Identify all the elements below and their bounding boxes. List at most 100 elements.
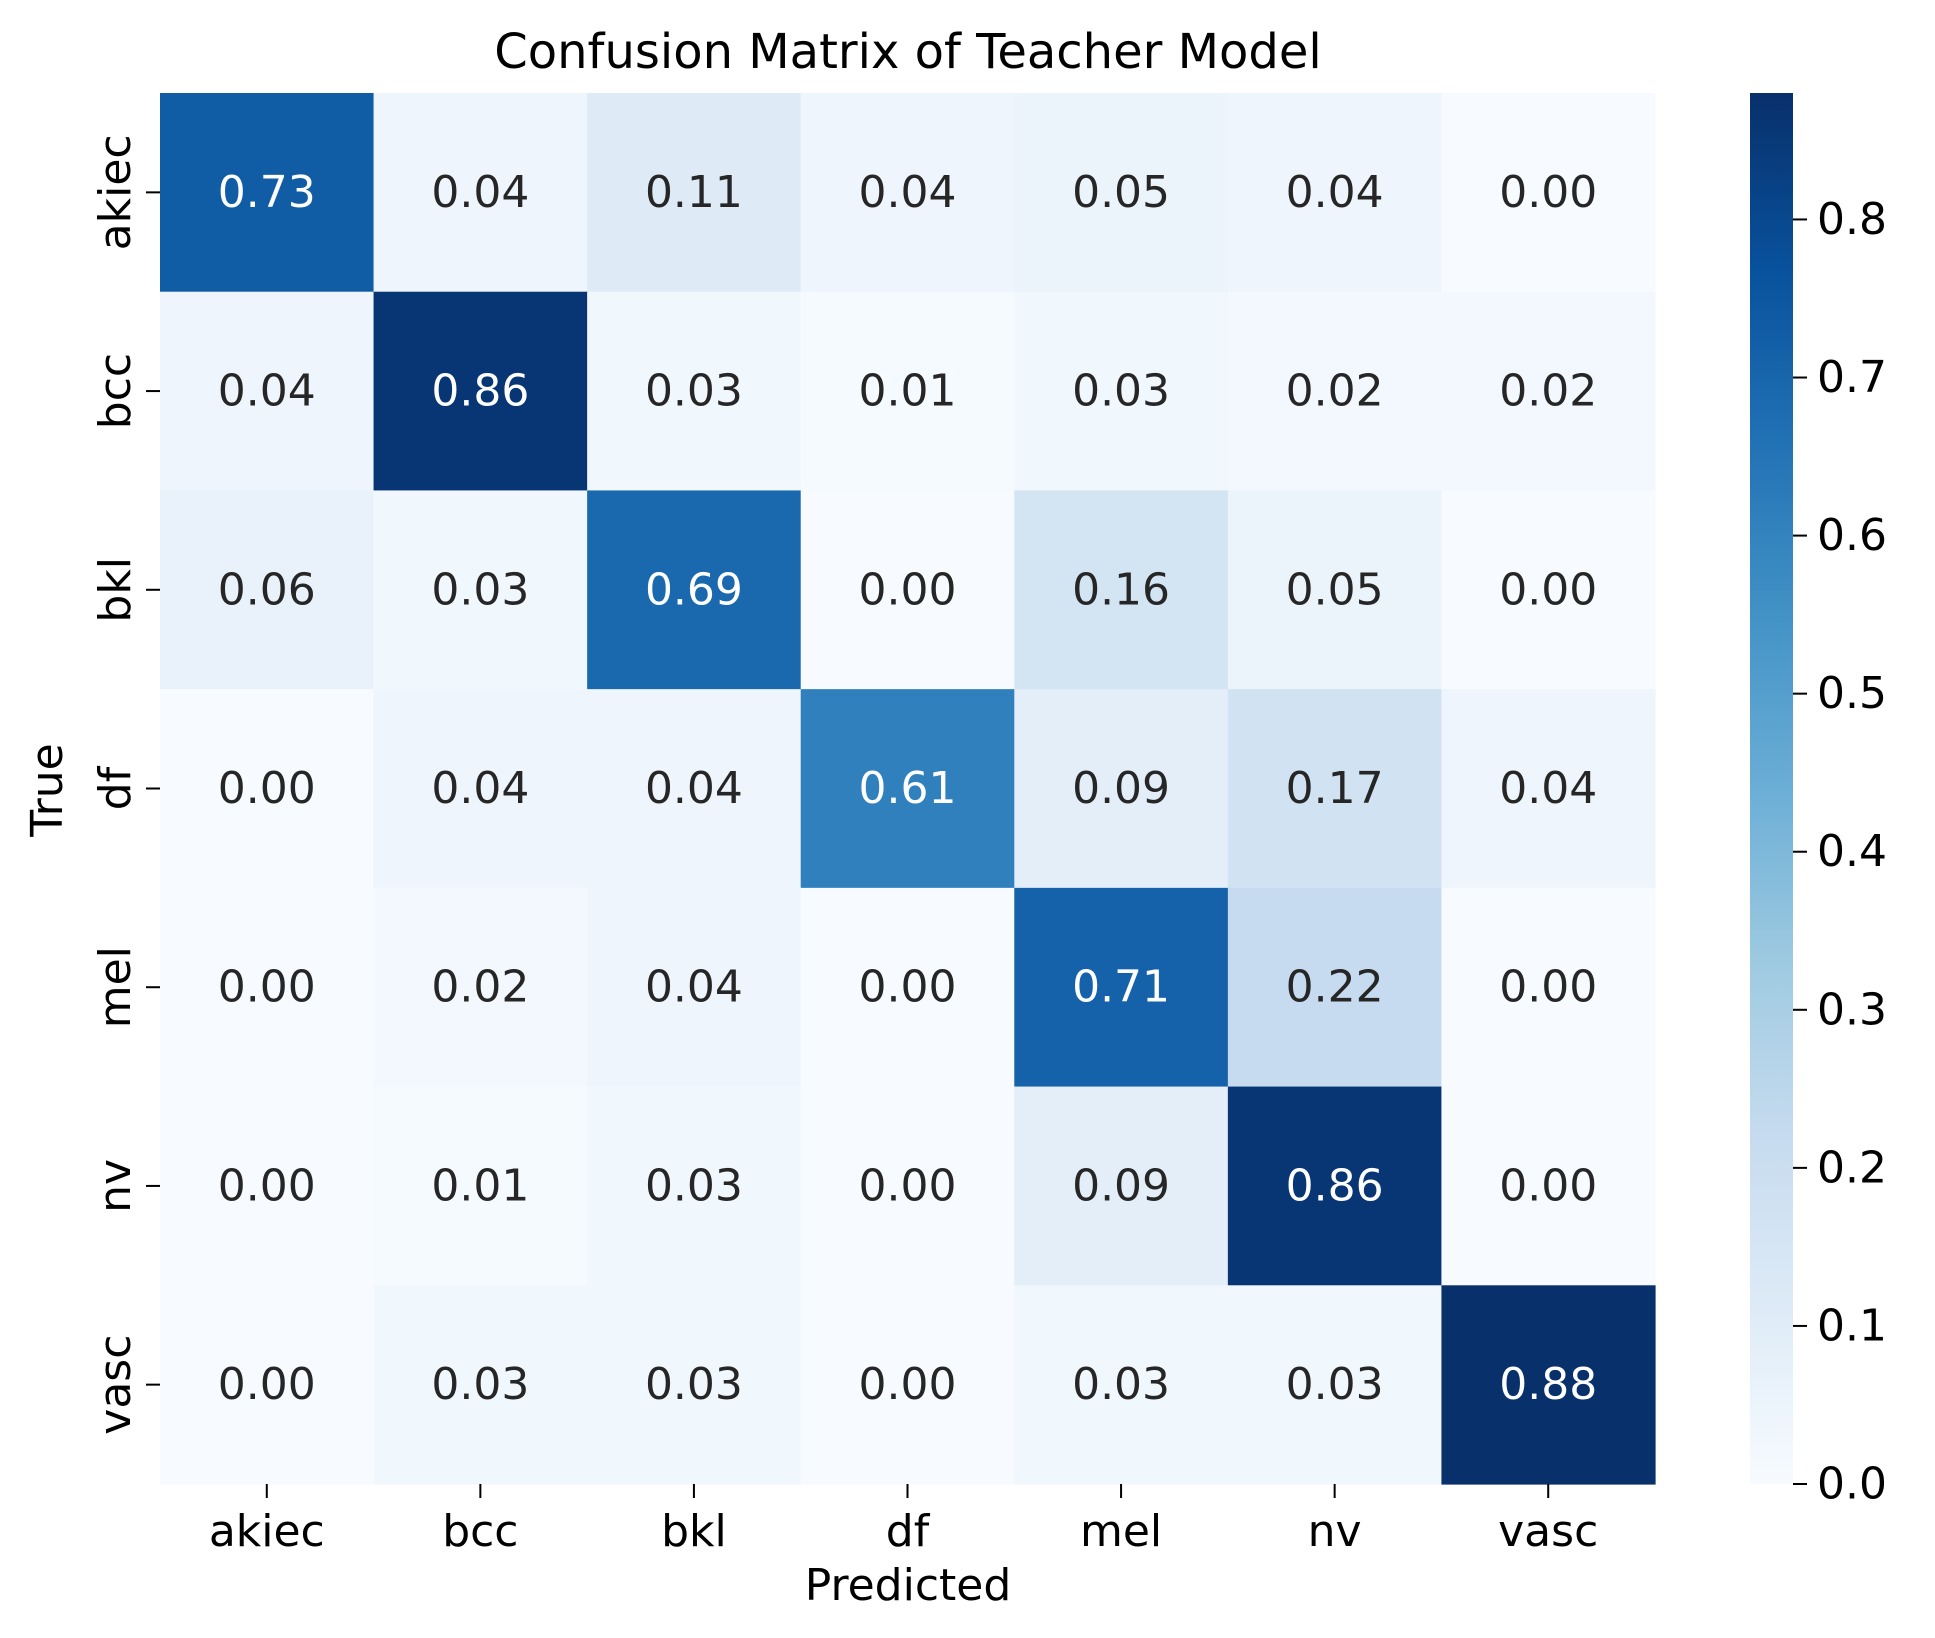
cell-value-label: 0.04 [1286,167,1384,218]
heatmap-cell [373,689,588,889]
y-tick-label: vasc [90,1335,141,1435]
cell-value-label: 0.00 [1499,1160,1597,1211]
cell-value-label: 0.03 [431,1359,529,1410]
heatmap-cell [587,291,802,492]
heatmap-cell [800,1086,1015,1286]
cell-value-label: 0.04 [645,763,743,814]
heatmap-cell [373,1285,588,1485]
heatmap-cell [587,490,802,690]
heatmap-cell [373,93,588,293]
cell-value-label: 0.16 [1072,564,1170,615]
heatmap-grid: 0.73 0.04 0.11 0.04 0.05 0.04 0.00 0.04 0.86 0.03… [160,93,1656,1485]
cell-value-label: 0.71 [1072,962,1170,1013]
cell-value-label: 0.01 [431,1160,529,1211]
cell-value-label: 0.04 [1499,763,1597,814]
y-tick-label: nv [90,1159,141,1213]
x-tick-label: mel [1080,1506,1162,1557]
colorbar-tick-label: 0.7 [1817,352,1887,403]
cell-value-label: 0.86 [431,366,529,417]
heatmap-cell [587,1086,802,1286]
heatmap-cell [1441,887,1656,1088]
cell-value-label: 0.02 [1499,366,1597,417]
cell-value-label: 0.86 [1286,1160,1384,1211]
colorbar-tick-label: 0.0 [1817,1459,1887,1510]
heatmap-cell [1227,689,1443,889]
cell-value-label: 0.03 [645,1359,743,1410]
y-tick-label: mel [90,946,141,1028]
heatmap-cell [373,490,588,690]
cell-value-label: 0.00 [859,564,957,615]
cell-value-label: 0.61 [859,763,957,814]
heatmap-cell [587,1285,802,1485]
y-tick-label: bkl [90,557,141,623]
heatmap-cell [373,1086,588,1286]
cell-value-label: 0.00 [859,1160,957,1211]
cell-value-label: 0.11 [645,167,743,218]
cell-value-label: 0.69 [645,564,743,615]
cell-value-label: 0.09 [1072,1160,1170,1211]
heatmap-cell [1227,490,1443,690]
cell-value-label: 0.03 [1072,366,1170,417]
heatmap-cell [1227,291,1443,492]
heatmap-cell [1441,1285,1656,1485]
colorbar-tick-label: 0.4 [1817,826,1887,877]
cell-value-label: 0.04 [218,366,316,417]
cell-value-label: 0.00 [859,962,957,1013]
cell-value-label: 0.03 [645,366,743,417]
heatmap-cell [800,689,1015,889]
cell-value-label: 0.73 [218,167,316,218]
heatmap-cell [1227,93,1443,293]
heatmap-cell [1227,887,1443,1088]
x-axis-ticks: akiec bcc bkl df mel nv vasc [209,1484,1598,1557]
cell-value-label: 0.22 [1286,962,1384,1013]
cell-value-label: 0.17 [1286,763,1384,814]
cell-value-label: 0.06 [218,564,316,615]
cell-value-label: 0.05 [1072,167,1170,218]
heatmap-cell [1441,291,1656,492]
heatmap-cell [800,887,1015,1088]
cell-value-label: 0.02 [1286,366,1384,417]
colorbar: 0.0 0.1 0.2 0.3 0.4 0.5 0.6 0.7 0.8 [1750,93,1887,1510]
heatmap-cell [1441,93,1656,293]
cell-value-label: 0.00 [218,962,316,1013]
heatmap-cell [800,291,1015,492]
heatmap-cell [800,490,1015,690]
heatmap-cell [160,689,375,889]
colorbar-gradient [1750,93,1793,1484]
heatmap-cell [800,1285,1015,1485]
heatmap-cell [160,291,375,492]
heatmap-cell [373,291,588,492]
colorbar-tick-label: 0.6 [1817,510,1887,561]
cell-value-label: 0.02 [431,962,529,1013]
heatmap-cell [373,887,588,1088]
heatmap-cell [1227,1086,1443,1286]
heatmap-cell [1014,887,1229,1088]
cell-value-label: 0.03 [431,564,529,615]
cell-value-label: 0.00 [1499,564,1597,615]
cell-value-label: 0.03 [1072,1359,1170,1410]
cell-value-label: 0.04 [859,167,957,218]
heatmap-cell [160,1086,375,1286]
x-tick-label: vasc [1498,1506,1598,1557]
colorbar-tick-label: 0.3 [1817,984,1887,1035]
cell-value-label: 0.01 [859,366,957,417]
cell-value-label: 0.00 [218,763,316,814]
colorbar-tick-label: 0.8 [1817,194,1887,245]
colorbar-tick-label: 0.2 [1817,1142,1887,1193]
cell-value-label: 0.09 [1072,763,1170,814]
x-tick-label: bkl [661,1506,727,1557]
x-axis-label: Predicted [805,1560,1012,1611]
y-axis-label: True [22,743,73,837]
cell-value-label: 0.00 [218,1359,316,1410]
heatmap-cell [160,490,375,690]
colorbar-tick-label: 0.5 [1817,668,1887,719]
heatmap-cell [587,93,802,293]
cell-value-label: 0.04 [431,167,529,218]
x-tick-label: akiec [209,1506,325,1557]
cell-value-label: 0.03 [1286,1359,1384,1410]
y-tick-label: bcc [90,353,141,429]
x-tick-label: nv [1308,1506,1362,1557]
heatmap-cell [1014,93,1229,293]
heatmap-cell [160,887,375,1088]
